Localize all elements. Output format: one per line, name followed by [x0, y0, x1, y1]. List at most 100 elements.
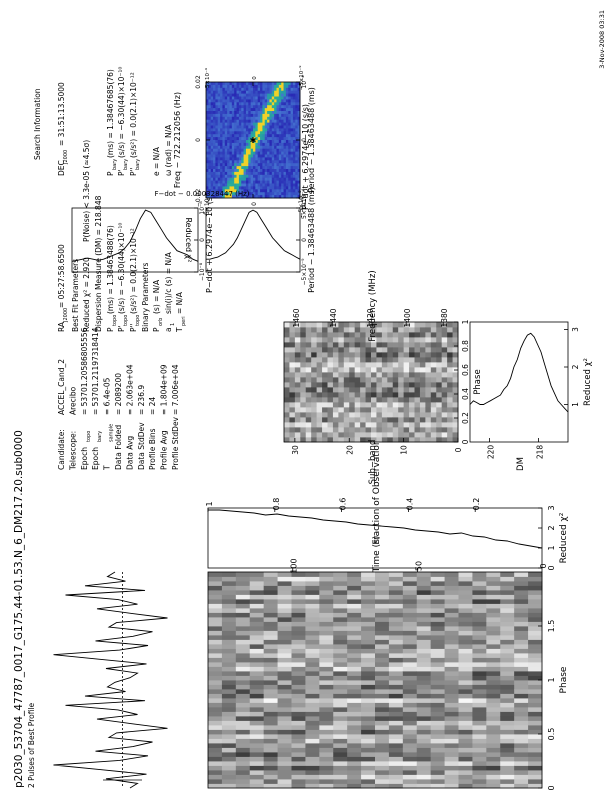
heatmap-cell	[260, 134, 263, 138]
heatmap-cell	[349, 337, 356, 343]
heatmap-cell	[295, 108, 299, 112]
heatmap-cell	[234, 102, 237, 106]
heatmap-cell	[354, 417, 361, 423]
heatmap-cell	[262, 151, 266, 155]
heatmap-cell	[283, 108, 287, 112]
heatmap-cell	[305, 702, 320, 708]
heatmap-cell	[238, 183, 242, 187]
info-value: = 7.006e+04	[171, 364, 180, 415]
chi2-x-tick: 0	[547, 565, 556, 570]
heatmap-cell	[213, 177, 216, 181]
heatmap-cell	[276, 113, 280, 118]
heatmap-cell	[361, 576, 376, 582]
heatmap-cell	[234, 111, 237, 115]
heatmap-cell	[319, 729, 334, 735]
heatmap-cell	[257, 111, 261, 115]
info-sub: sample	[109, 424, 115, 442]
heatmap-cell	[220, 84, 223, 89]
heatmap-cell	[235, 684, 251, 690]
heatmap-cell	[444, 599, 459, 604]
heatmap-cell	[277, 693, 292, 699]
heatmap-cell	[311, 392, 318, 398]
heatmap-cell	[281, 90, 284, 94]
heatmap-cell	[238, 87, 242, 92]
heatmap-cell	[349, 407, 356, 413]
heatmap-cell	[213, 160, 216, 164]
heatmap-cell	[271, 160, 275, 164]
heatmap-cell	[220, 160, 223, 164]
heatmap-cell	[269, 119, 273, 123]
heatmap-cell	[349, 322, 356, 328]
heatmap-cell	[458, 603, 473, 609]
heatmap-cell	[285, 171, 289, 176]
heatmap-cell	[500, 626, 515, 631]
heatmap-cell	[278, 180, 282, 184]
heatmap-cell	[343, 347, 350, 353]
heatmap-cell	[387, 322, 394, 328]
heatmap-cell	[288, 125, 291, 129]
heatmap-cell	[441, 327, 448, 333]
heatmap-cell	[311, 407, 318, 413]
heatmap-cell	[360, 327, 366, 333]
heatmap-cell	[264, 125, 268, 129]
heatmap-cell	[220, 154, 223, 158]
heatmap-cell	[444, 671, 459, 676]
heatmap-cell	[234, 116, 237, 121]
heatmap-cell	[255, 151, 259, 155]
heatmap-cell	[221, 635, 237, 640]
heatmap-cell	[231, 148, 235, 152]
heatmap-cell	[347, 603, 362, 609]
heatmap-cell	[419, 367, 426, 373]
heatmap-cell	[277, 716, 292, 721]
heatmap-cell	[403, 417, 410, 423]
heatmap-cell	[319, 783, 334, 789]
heatmap-cell	[305, 387, 312, 393]
heatmap-cell	[267, 142, 270, 147]
heatmap-cell	[269, 169, 273, 173]
heatmap-cell	[347, 657, 362, 663]
heatmap-cell	[311, 397, 318, 403]
heatmap-cell	[472, 689, 487, 694]
heatmap-cell	[398, 387, 405, 393]
heatmap-cell	[452, 337, 459, 343]
heatmap-cell	[528, 770, 543, 775]
heatmap-cell	[248, 99, 252, 103]
heatmap-cell	[248, 145, 252, 150]
heatmap-cell	[250, 131, 254, 135]
heatmap-cell	[269, 151, 273, 155]
heatmap-cell	[248, 93, 252, 97]
heatmap-cell	[234, 166, 237, 170]
heatmap-cell	[354, 377, 361, 383]
heatmap-cell	[430, 367, 437, 373]
heatmap-cell	[316, 387, 323, 393]
heatmap-cell	[231, 169, 235, 173]
heatmap-cell	[388, 662, 404, 667]
heatmap-cell	[452, 357, 459, 363]
heatmap-cell	[248, 122, 252, 126]
heatmap-cell	[250, 177, 254, 181]
heatmap-cell	[250, 183, 254, 187]
heatmap-cell	[444, 666, 459, 672]
heatmap-cell	[347, 738, 362, 744]
heatmap-cell	[402, 680, 418, 685]
heatmap-cell	[305, 779, 320, 784]
heatmap-cell	[333, 572, 348, 577]
heatmap-cell	[269, 125, 273, 129]
heatmap-cell	[231, 183, 235, 187]
heatmap-cell	[294, 417, 301, 423]
heatmap-cell	[278, 163, 282, 167]
heatmap-cell	[444, 630, 459, 636]
heatmap-cell	[208, 140, 212, 144]
heatmap-cell	[221, 689, 237, 694]
heatmap-cell	[425, 362, 432, 368]
heatmap-cell	[243, 154, 247, 158]
heatmap-cell	[276, 177, 280, 181]
heatmap-cell	[365, 367, 372, 373]
heatmap-cell	[248, 174, 252, 179]
heatmap-cell	[264, 183, 268, 187]
heatmap-cell	[292, 163, 296, 167]
heatmap-cell	[213, 113, 216, 118]
heatmap-cell	[347, 612, 362, 618]
heatmap-cell	[260, 180, 263, 184]
heatmap-cell	[290, 145, 294, 150]
